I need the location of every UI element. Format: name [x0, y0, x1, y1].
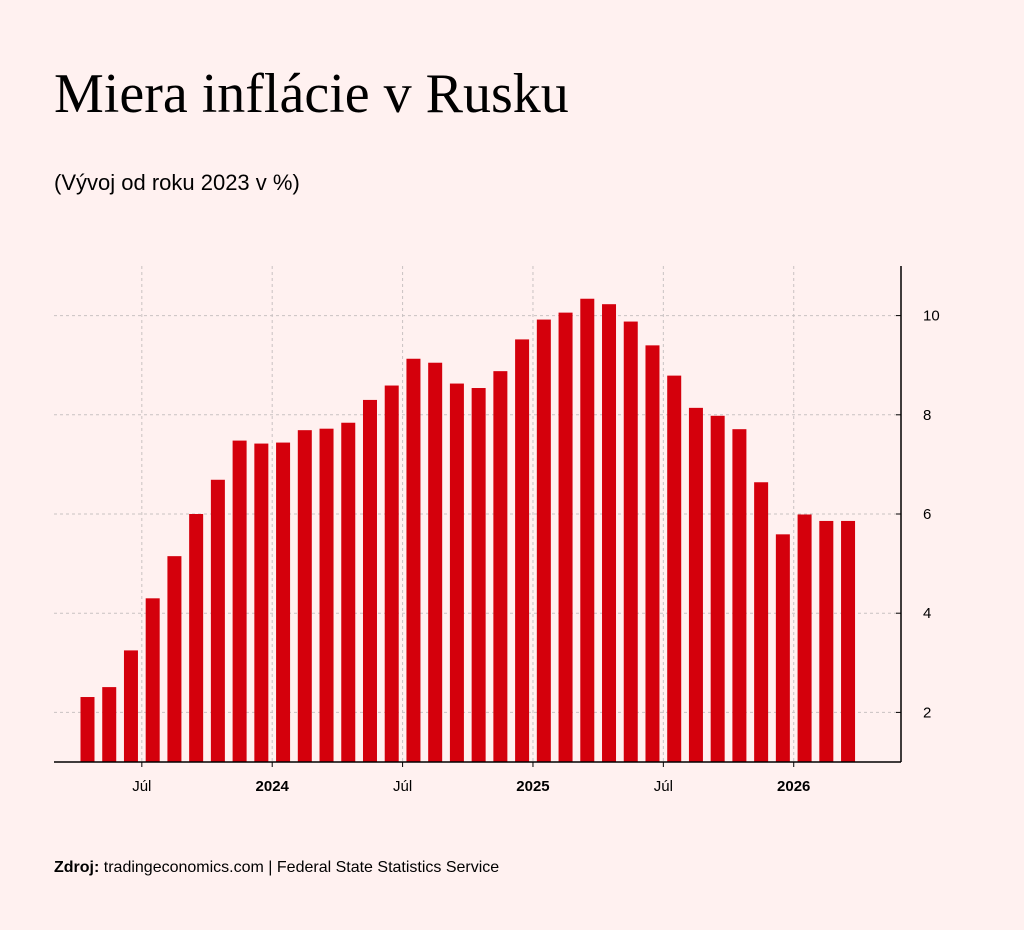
x-tick-label: 2024 [256, 778, 290, 795]
bar-2026-02 [819, 520, 834, 762]
bar-2023-10 [210, 479, 225, 762]
bar-2025-10 [732, 429, 747, 762]
chart-subtitle: (Vývoj od roku 2023 v %) [54, 170, 300, 195]
source-label: Zdroj: [54, 859, 100, 876]
bar-2023-08 [167, 556, 182, 762]
x-tick-label: 2025 [516, 778, 549, 795]
bar-2023-06 [123, 650, 138, 762]
bar-2024-06 [384, 385, 399, 762]
bar-2025-03 [580, 298, 595, 762]
bar-2025-07 [667, 375, 682, 762]
bar-2024-12 [515, 339, 530, 762]
bar-2025-06 [645, 345, 660, 762]
bar-2025-04 [602, 304, 617, 762]
bar-2024-09 [449, 383, 464, 762]
bar-2025-08 [688, 407, 703, 762]
bar-2024-05 [362, 399, 377, 762]
bar-2025-09 [710, 415, 725, 762]
x-tick-label: Júl [393, 778, 412, 795]
bar-2024-03 [319, 428, 334, 762]
y-tick-label: 4 [923, 605, 931, 622]
chart-title: Miera inflácie v Rusku [54, 63, 569, 125]
bar-2023-12 [254, 443, 269, 762]
bar-2024-04 [341, 422, 356, 762]
bar-2024-02 [297, 430, 312, 762]
y-tick-label: 2 [923, 704, 931, 721]
bar-2023-07 [145, 598, 160, 762]
source-text: tradingeconomics.com | Federal State Sta… [99, 859, 500, 876]
bar-layer [80, 298, 856, 762]
y-tick-label: 10 [923, 308, 940, 325]
bar-2025-02 [558, 312, 573, 762]
bar-2024-11 [493, 371, 508, 762]
source-note: Zdroj: tradingeconomics.com | Federal St… [54, 858, 499, 878]
bar-2026-01 [797, 514, 812, 762]
grid-layer [54, 266, 901, 762]
bar-2024-07 [406, 358, 421, 762]
bar-2025-01 [536, 319, 551, 762]
bar-2025-05 [623, 321, 638, 762]
x-tick-label: Júl [654, 778, 673, 795]
bar-2023-11 [232, 440, 247, 762]
bar-2024-10 [471, 388, 486, 762]
axis-layer [54, 266, 902, 767]
bar-2025-12 [775, 534, 790, 762]
bar-2023-09 [189, 514, 204, 762]
bar-2026-03 [841, 520, 856, 762]
x-tick-label: Júl [132, 778, 151, 795]
bar-2023-04 [80, 697, 95, 762]
label-layer: 2 4 6 8 10 Júl 2024 Júl 2025 Júl 2026 [132, 308, 939, 795]
y-tick-label: 6 [923, 506, 931, 523]
y-tick-label: 8 [923, 407, 931, 424]
bar-2023-05 [102, 687, 117, 762]
x-tick-label: 2026 [777, 778, 810, 795]
bar-2024-08 [428, 362, 443, 762]
bar-2025-11 [754, 482, 769, 762]
bar-2024-01 [276, 442, 291, 762]
